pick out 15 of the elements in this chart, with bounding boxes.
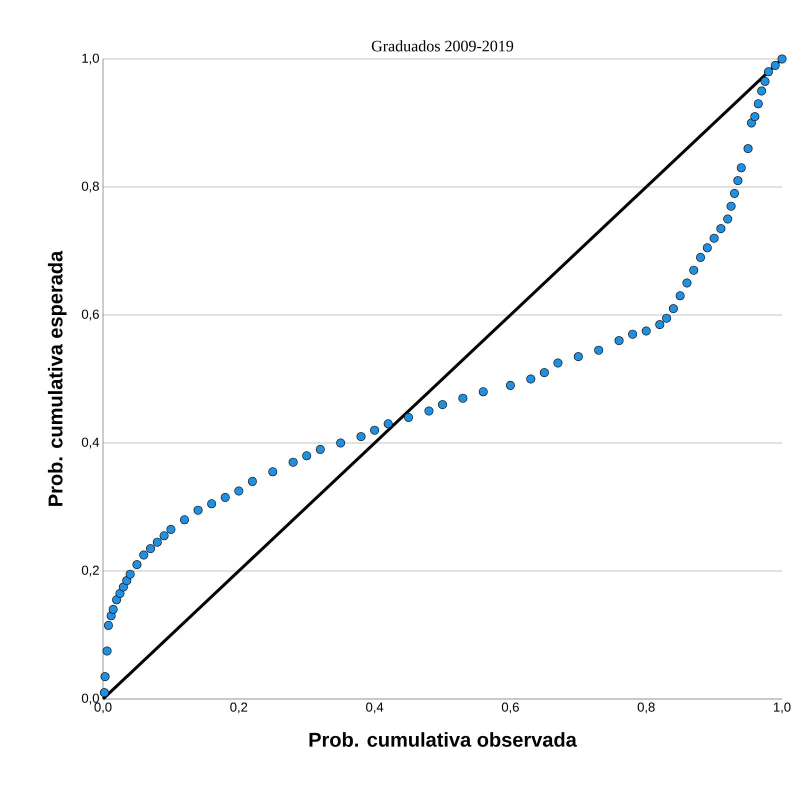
y-tick-label: 0,8	[82, 182, 99, 192]
y-tick-label: 0,2	[82, 566, 99, 576]
x-tick-label: 0,6	[502, 702, 519, 714]
x-tick-label: 0,8	[638, 702, 655, 714]
x-tick-label: 0,4	[366, 702, 384, 714]
y-tick-label: 0,6	[82, 310, 99, 320]
y-axis-title: Prob. cumulativa esperada	[48, 250, 67, 506]
x-tick-label: 0,0	[94, 702, 112, 714]
x-tick-label: 0,2	[230, 702, 248, 714]
y-tick-label: 1,0	[82, 54, 99, 64]
x-axis-title: Prob. cumulativa observada	[310, 732, 577, 747]
y-tick-label: 0,4	[82, 438, 100, 448]
x-tick-label: 1,0	[774, 702, 791, 714]
y-tick-label: 0,0	[82, 694, 99, 704]
chart-title: Graduados 2009-2019	[372, 40, 514, 52]
